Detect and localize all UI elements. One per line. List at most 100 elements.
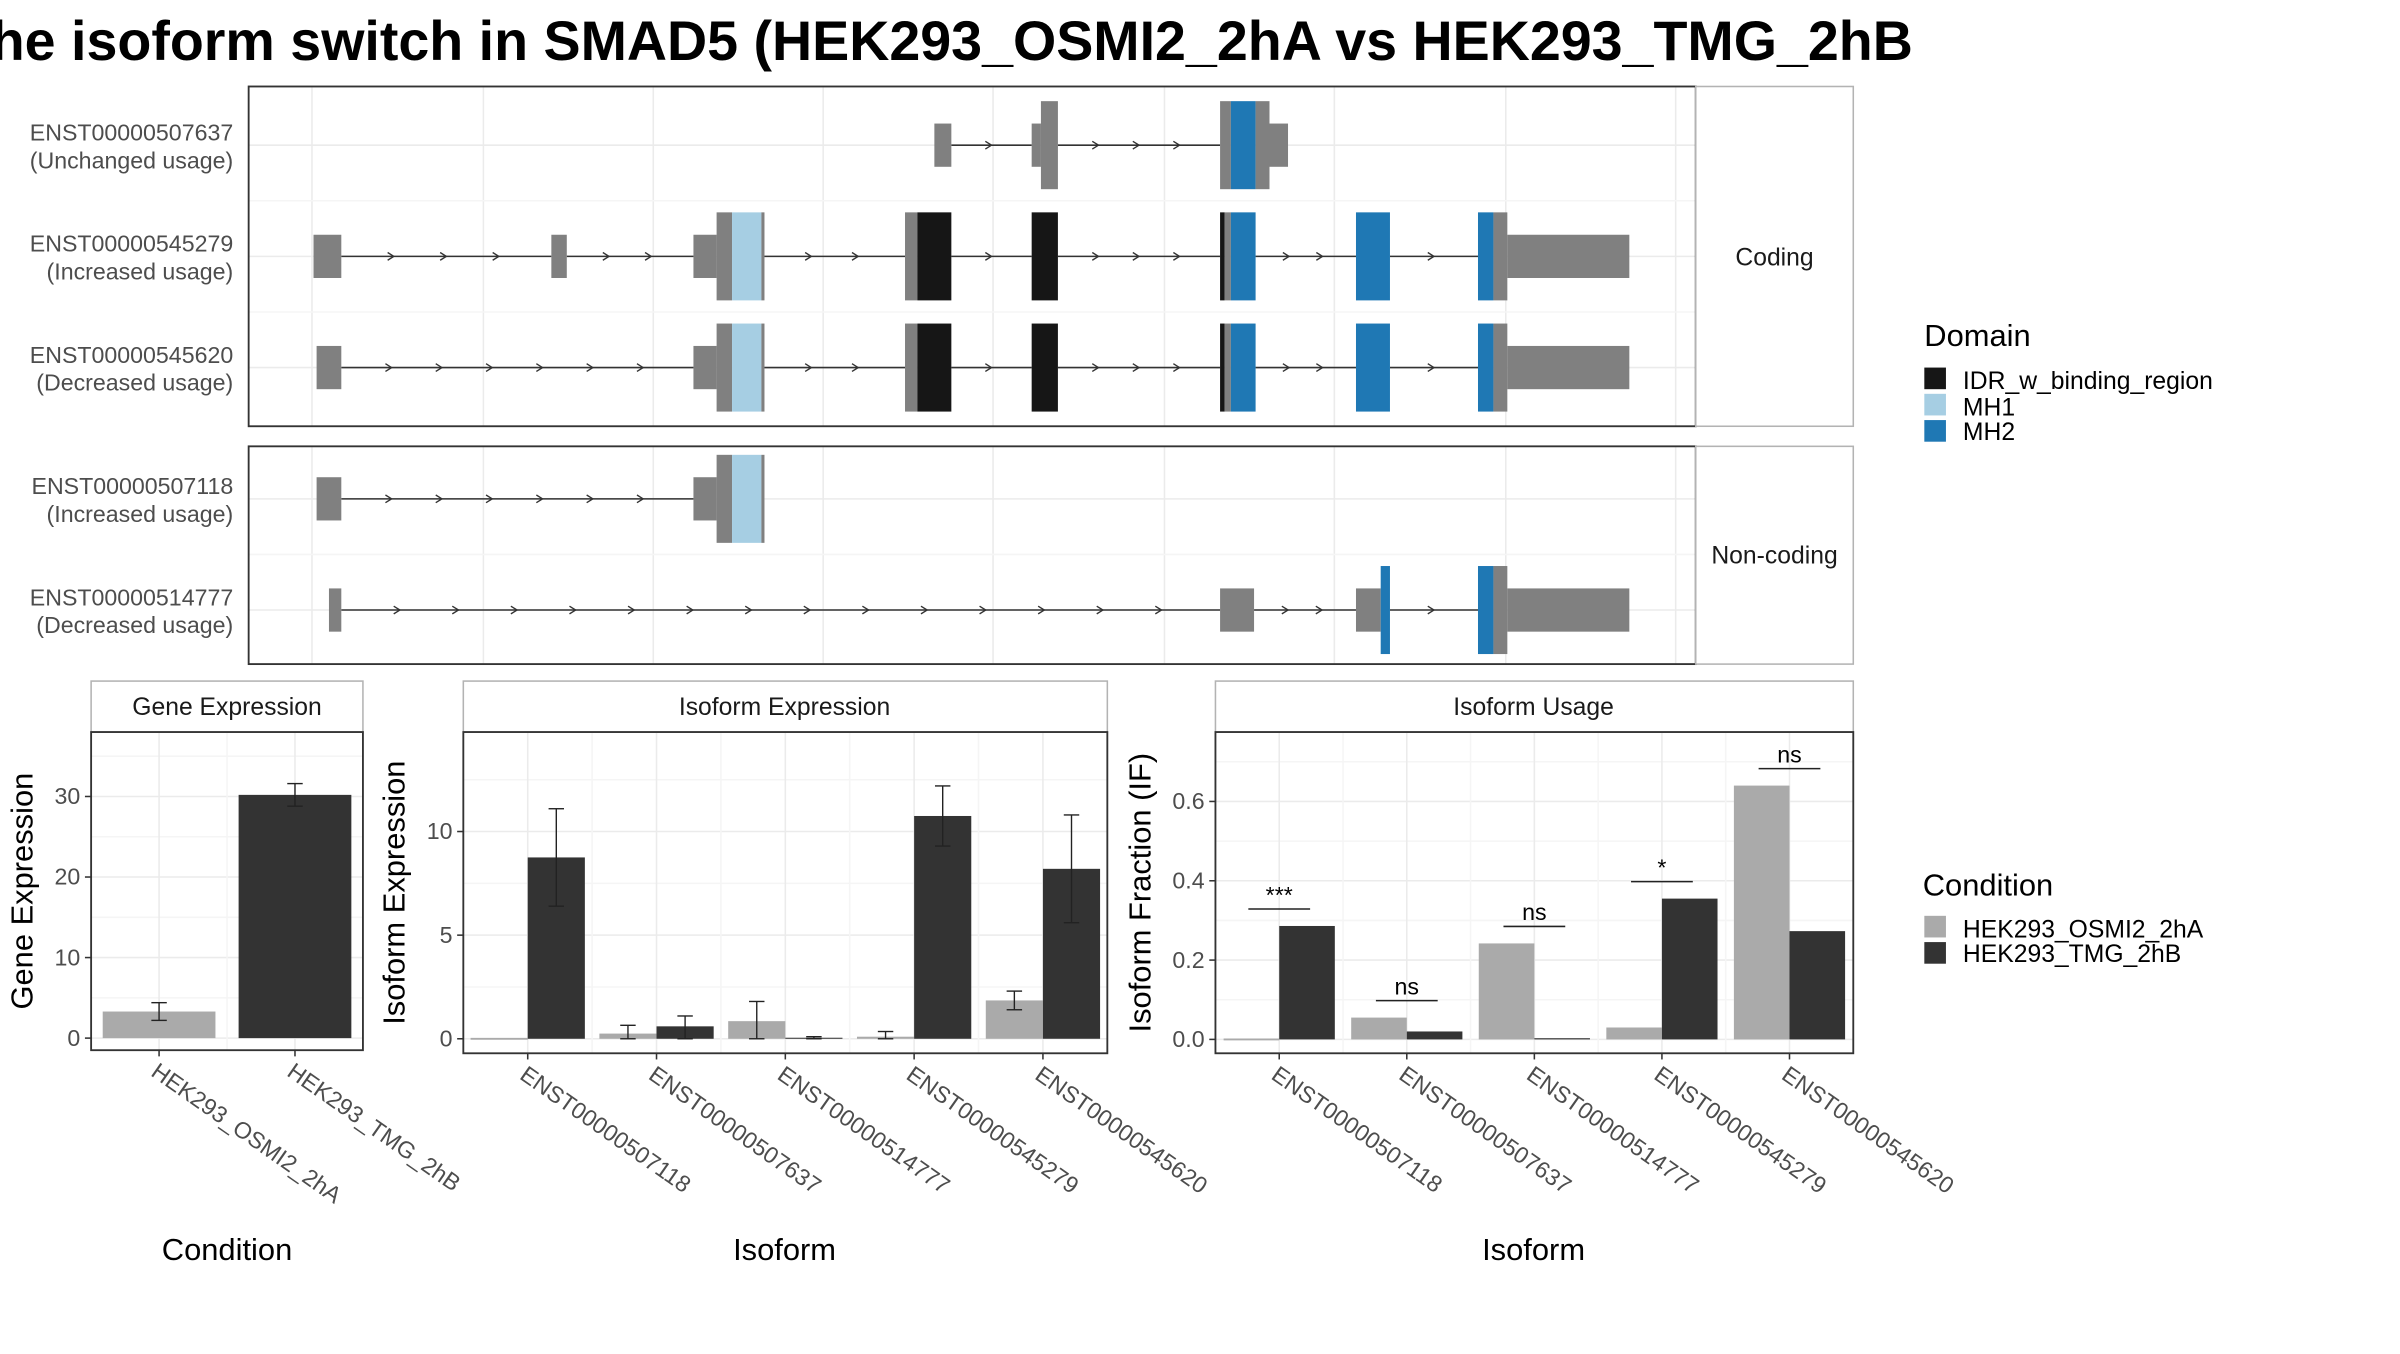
strand-arrow (1132, 251, 1141, 261)
strand-arrow (586, 363, 595, 373)
plot-border (462, 731, 1109, 1055)
strand-arrow (385, 494, 393, 504)
utr-block (934, 123, 952, 167)
strand-arrow (984, 140, 993, 150)
structure-tracks (313, 101, 1630, 655)
exon-block (1220, 101, 1231, 190)
exon-block (1224, 212, 1231, 301)
exon-block (716, 323, 733, 412)
y-tick-label: 0.0 (1172, 1026, 1204, 1052)
strand-arrow (804, 251, 813, 261)
y-tick-label: 10 (55, 944, 81, 970)
bar (1733, 785, 1790, 1040)
utr-block (1269, 123, 1289, 167)
strand-arrow (393, 605, 402, 615)
exon-block (716, 454, 733, 543)
panel-strip-label: Isoform Expression (679, 694, 890, 721)
domain-block (1230, 212, 1256, 301)
strand-arrow (804, 363, 813, 373)
domain-block (732, 323, 762, 412)
bars (470, 785, 1101, 1040)
bar (1351, 1017, 1407, 1040)
transcript-id: ENST00000545279 (30, 231, 233, 257)
transcript-track (934, 101, 1289, 190)
strand-arrow (1037, 605, 1046, 615)
legend-label: HEK293_TMG_2hB (1963, 941, 2181, 968)
utr-block (1031, 123, 1041, 167)
condition-legend-title: Condition (1923, 868, 2053, 903)
x-axis-title: Condition (162, 1232, 292, 1267)
utr-block (313, 234, 342, 278)
domain-block (732, 212, 762, 301)
exon-block (905, 323, 918, 412)
strand-arrow (1427, 363, 1436, 373)
plot-border (90, 731, 364, 1052)
domain-legend: Domain IDR_w_binding_region MH1 MH2 (1924, 318, 2213, 446)
panel-strip-label: Isoform Usage (1453, 694, 1614, 721)
strand-arrow (851, 251, 860, 261)
strand-arrow (435, 363, 444, 373)
utr-block (551, 234, 567, 278)
panel-strip (462, 680, 1109, 733)
transcript-status: (Decreased usage) (36, 612, 233, 638)
strand-arrow (1172, 251, 1181, 261)
strand-arrow (1315, 251, 1324, 261)
y-tick-label: 0.4 (1172, 867, 1204, 893)
condition-legend: Condition HEK293_OSMI2_2hA HEK293_TMG_2h… (1923, 868, 2204, 968)
significance-label: ns (1522, 899, 1546, 925)
utr-block (693, 477, 717, 521)
strand-arrow (387, 251, 396, 261)
domain-block (1477, 212, 1494, 301)
strand-arrow (803, 605, 812, 615)
y-tick-label: 0 (67, 1025, 80, 1051)
bar (1406, 1031, 1463, 1040)
strand-arrow (920, 605, 929, 615)
transcript-track (316, 454, 765, 543)
utr-block (316, 345, 342, 390)
strand-arrow (586, 494, 595, 504)
strand-arrow (535, 363, 544, 373)
panel-strip (90, 680, 364, 733)
transcript-track (313, 212, 1630, 301)
y-tick-label: 5 (440, 922, 453, 948)
panel-strip-label: Gene Expression (132, 694, 322, 721)
strand-arrow (439, 251, 448, 261)
bar (1279, 925, 1335, 1040)
bar (914, 815, 972, 1039)
strand-arrow (1282, 363, 1291, 373)
domain-block (732, 454, 762, 543)
domain-block (1220, 212, 1225, 301)
strand-arrow (569, 605, 577, 615)
y-tick-label: 10 (427, 818, 453, 844)
exon-block (1493, 212, 1508, 301)
strand-arrow (851, 363, 860, 373)
transcript-status: (Decreased usage) (36, 370, 233, 396)
exon-block (1255, 101, 1270, 190)
domain-block (1230, 101, 1256, 190)
y-tick-label: 0.6 (1172, 788, 1204, 814)
y-axis-title: Isoform Expression (377, 761, 412, 1025)
bars (102, 782, 352, 1039)
strand-arrow (485, 494, 494, 504)
strand-arrow (1091, 363, 1100, 373)
bar (1534, 1038, 1590, 1040)
utr-block (1507, 345, 1630, 390)
strand-arrow (1132, 363, 1141, 373)
transcript-id: ENST00000514777 (30, 584, 233, 610)
transcript-id: ENST00000507118 (32, 473, 234, 499)
strand-arrow (492, 251, 501, 261)
transcript-track (328, 566, 1630, 655)
domain-block (917, 323, 952, 412)
strand-arrow (1315, 363, 1324, 373)
noncoding-strip (1694, 445, 1855, 665)
transcript-status: (Increased usage) (47, 259, 234, 285)
panel-strip (1214, 680, 1855, 733)
exon-block (761, 323, 765, 412)
domain-legend-title: Domain (1924, 318, 2030, 353)
isoform-expression-panel: Isoform Expression 0510ENST00000507118EN… (377, 680, 1212, 1267)
strand-arrow (435, 494, 444, 504)
strand-arrow (1154, 605, 1163, 615)
figure-title: he isoform switch in SMAD5 (HEK293_OSMI2… (0, 10, 1913, 72)
legend-swatch-osmi2 (1924, 915, 1946, 938)
